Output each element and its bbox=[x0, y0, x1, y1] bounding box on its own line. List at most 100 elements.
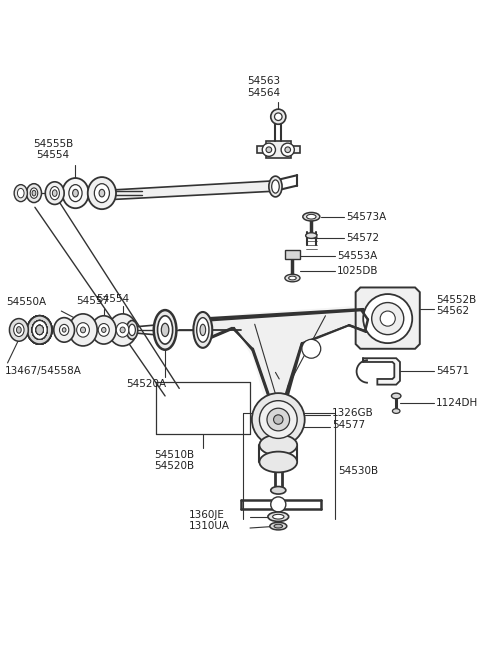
Ellipse shape bbox=[32, 321, 47, 340]
Text: 54555B
54554: 54555B 54554 bbox=[33, 139, 73, 160]
Ellipse shape bbox=[36, 325, 43, 334]
Ellipse shape bbox=[50, 187, 60, 200]
Text: 54557: 54557 bbox=[76, 296, 109, 306]
Ellipse shape bbox=[102, 327, 106, 332]
Ellipse shape bbox=[27, 316, 52, 344]
Ellipse shape bbox=[98, 323, 109, 336]
Ellipse shape bbox=[10, 319, 28, 341]
Ellipse shape bbox=[285, 274, 300, 282]
Ellipse shape bbox=[27, 316, 52, 344]
Ellipse shape bbox=[306, 233, 317, 238]
Ellipse shape bbox=[274, 524, 283, 528]
Circle shape bbox=[302, 340, 321, 358]
Ellipse shape bbox=[27, 316, 52, 344]
Circle shape bbox=[271, 109, 286, 124]
Ellipse shape bbox=[26, 184, 41, 202]
Ellipse shape bbox=[95, 184, 109, 202]
Ellipse shape bbox=[36, 325, 43, 334]
Ellipse shape bbox=[62, 328, 66, 332]
Ellipse shape bbox=[36, 325, 43, 334]
Ellipse shape bbox=[13, 323, 24, 336]
Ellipse shape bbox=[271, 487, 286, 494]
Circle shape bbox=[266, 147, 272, 152]
Ellipse shape bbox=[120, 327, 125, 333]
Text: 54563
54564: 54563 54564 bbox=[248, 76, 281, 98]
Ellipse shape bbox=[197, 317, 209, 342]
Ellipse shape bbox=[307, 214, 316, 219]
Text: 54577: 54577 bbox=[332, 420, 365, 430]
Text: 54554: 54554 bbox=[96, 294, 130, 304]
Ellipse shape bbox=[27, 316, 52, 344]
Text: 54552B
54562: 54552B 54562 bbox=[436, 294, 476, 316]
Ellipse shape bbox=[77, 323, 89, 337]
Text: 54510B
54520B: 54510B 54520B bbox=[155, 450, 194, 471]
Ellipse shape bbox=[200, 325, 205, 336]
Ellipse shape bbox=[193, 312, 212, 348]
Ellipse shape bbox=[273, 514, 284, 519]
Text: 1310UA: 1310UA bbox=[189, 521, 229, 531]
Ellipse shape bbox=[32, 321, 47, 340]
Ellipse shape bbox=[269, 176, 282, 197]
Ellipse shape bbox=[99, 189, 105, 197]
Ellipse shape bbox=[272, 180, 279, 193]
Ellipse shape bbox=[69, 314, 97, 346]
Ellipse shape bbox=[27, 316, 52, 344]
Ellipse shape bbox=[30, 188, 38, 198]
Polygon shape bbox=[356, 288, 420, 349]
Ellipse shape bbox=[288, 276, 296, 280]
Ellipse shape bbox=[32, 321, 47, 340]
Ellipse shape bbox=[54, 317, 74, 342]
Ellipse shape bbox=[32, 191, 36, 196]
Ellipse shape bbox=[36, 325, 43, 334]
Ellipse shape bbox=[72, 189, 78, 197]
Circle shape bbox=[285, 147, 290, 152]
Ellipse shape bbox=[32, 321, 47, 340]
Ellipse shape bbox=[108, 314, 137, 346]
Circle shape bbox=[252, 393, 305, 446]
Ellipse shape bbox=[16, 327, 21, 333]
Ellipse shape bbox=[32, 321, 47, 340]
Ellipse shape bbox=[88, 177, 116, 209]
Ellipse shape bbox=[45, 182, 64, 204]
Ellipse shape bbox=[36, 325, 43, 334]
Ellipse shape bbox=[268, 512, 288, 522]
Circle shape bbox=[281, 143, 294, 156]
Polygon shape bbox=[257, 141, 300, 158]
Text: 54530B: 54530B bbox=[338, 466, 378, 476]
Circle shape bbox=[271, 497, 286, 512]
Circle shape bbox=[259, 401, 297, 438]
Ellipse shape bbox=[69, 185, 82, 202]
Polygon shape bbox=[205, 311, 366, 403]
Ellipse shape bbox=[157, 316, 173, 344]
Ellipse shape bbox=[259, 435, 297, 455]
Polygon shape bbox=[285, 250, 300, 259]
Ellipse shape bbox=[60, 325, 69, 336]
Circle shape bbox=[262, 143, 276, 156]
Text: 54573A: 54573A bbox=[346, 212, 386, 221]
Text: 54520A: 54520A bbox=[126, 379, 166, 389]
Ellipse shape bbox=[303, 212, 320, 221]
Ellipse shape bbox=[392, 393, 401, 399]
Circle shape bbox=[275, 113, 282, 120]
Ellipse shape bbox=[32, 321, 47, 340]
Ellipse shape bbox=[116, 323, 129, 337]
Ellipse shape bbox=[126, 321, 138, 340]
Circle shape bbox=[380, 311, 395, 326]
Text: 1326GB: 1326GB bbox=[332, 408, 374, 418]
Ellipse shape bbox=[14, 185, 27, 202]
Ellipse shape bbox=[17, 189, 24, 198]
Circle shape bbox=[267, 408, 289, 431]
Ellipse shape bbox=[62, 178, 89, 208]
Text: 1025DB: 1025DB bbox=[337, 267, 378, 277]
Ellipse shape bbox=[32, 321, 47, 340]
Ellipse shape bbox=[32, 321, 47, 340]
Ellipse shape bbox=[393, 409, 400, 413]
Circle shape bbox=[274, 415, 283, 424]
Text: 13467/54558A: 13467/54558A bbox=[5, 366, 82, 376]
Ellipse shape bbox=[154, 310, 177, 350]
Ellipse shape bbox=[27, 316, 52, 344]
Circle shape bbox=[363, 294, 412, 343]
Ellipse shape bbox=[52, 190, 57, 196]
Ellipse shape bbox=[270, 522, 287, 530]
Ellipse shape bbox=[161, 323, 169, 336]
